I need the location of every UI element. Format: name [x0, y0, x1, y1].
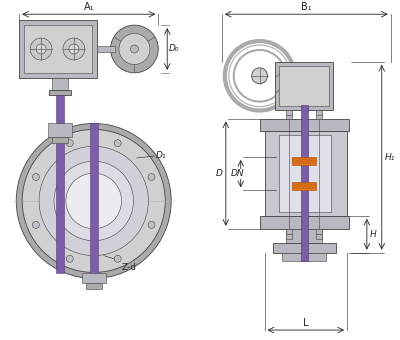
Circle shape: [36, 44, 46, 54]
Bar: [286, 114, 292, 119]
Bar: [286, 229, 322, 243]
Circle shape: [111, 25, 158, 73]
Bar: [56, 95, 64, 273]
Text: L: L: [303, 318, 308, 328]
Bar: [49, 90, 71, 95]
Circle shape: [114, 140, 121, 147]
Bar: [48, 123, 72, 137]
Bar: [301, 105, 308, 260]
Bar: [272, 243, 336, 253]
Circle shape: [148, 221, 155, 228]
Circle shape: [54, 161, 134, 241]
Bar: [52, 137, 68, 143]
Circle shape: [130, 45, 138, 53]
Circle shape: [66, 255, 73, 262]
Text: DN: DN: [231, 169, 244, 178]
Circle shape: [66, 173, 122, 229]
Circle shape: [252, 68, 268, 84]
Text: D₀: D₀: [169, 45, 180, 53]
Circle shape: [114, 255, 121, 262]
Bar: [286, 229, 292, 234]
Bar: [282, 253, 326, 260]
Circle shape: [16, 123, 171, 278]
Text: B₁: B₁: [301, 2, 312, 12]
Circle shape: [148, 173, 155, 181]
Bar: [260, 216, 349, 229]
Bar: [286, 109, 292, 115]
Bar: [280, 66, 329, 106]
Text: Z-d: Z-d: [122, 262, 136, 272]
Bar: [97, 46, 114, 52]
Circle shape: [69, 44, 79, 54]
Bar: [276, 62, 333, 109]
Bar: [19, 20, 97, 78]
Circle shape: [32, 221, 39, 228]
Bar: [286, 234, 292, 239]
Bar: [82, 273, 106, 283]
Circle shape: [119, 33, 150, 65]
Circle shape: [66, 140, 73, 147]
Bar: [316, 229, 322, 234]
Bar: [90, 123, 98, 278]
Circle shape: [32, 173, 39, 181]
Circle shape: [39, 146, 148, 256]
Bar: [52, 78, 68, 90]
Bar: [86, 283, 102, 289]
Text: A₁: A₁: [84, 2, 94, 12]
Bar: [316, 234, 322, 239]
Bar: [316, 114, 322, 119]
Circle shape: [30, 38, 52, 60]
Bar: [24, 25, 92, 73]
Bar: [260, 119, 349, 132]
Bar: [292, 182, 316, 190]
Circle shape: [22, 130, 165, 272]
Text: H: H: [370, 230, 376, 239]
Bar: [264, 132, 347, 216]
Bar: [316, 109, 322, 115]
Circle shape: [63, 38, 85, 60]
Bar: [292, 157, 316, 165]
Text: D₁: D₁: [156, 152, 166, 160]
Text: H₁: H₁: [385, 153, 395, 162]
Text: D: D: [216, 169, 223, 178]
Bar: [280, 135, 331, 212]
